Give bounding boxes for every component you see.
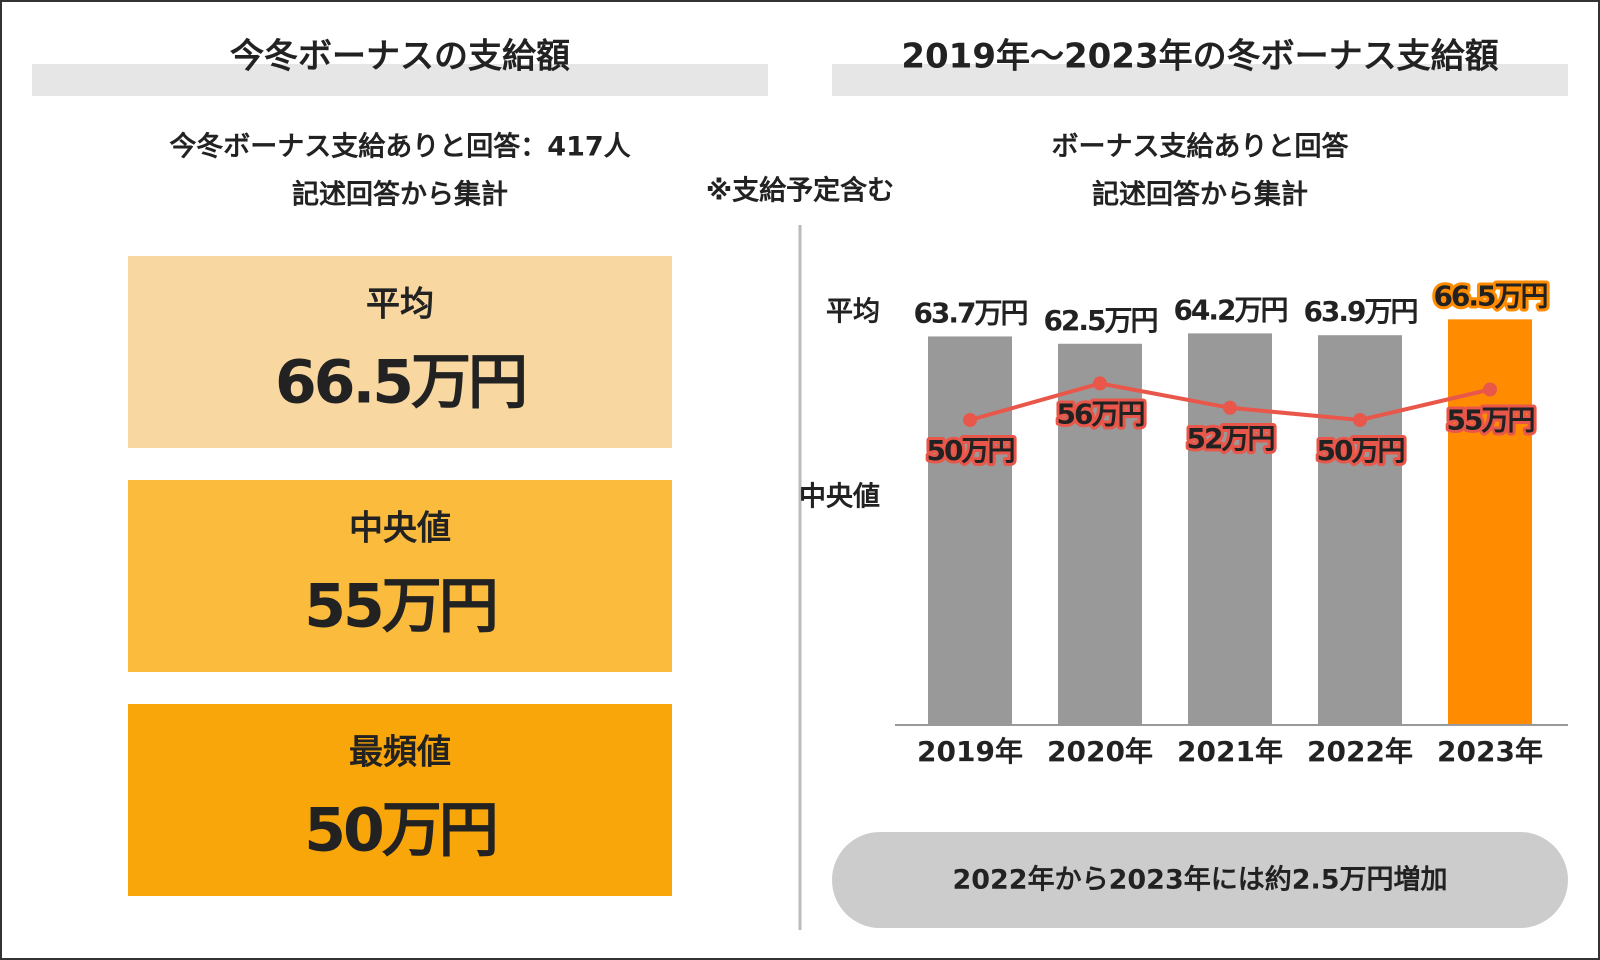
card-value: 55万円 [304, 572, 496, 642]
median-value-label: 50万円 [927, 434, 1015, 467]
x-tick-label: 2020年 [1047, 735, 1153, 768]
left-subtitle: 記述回答から集計 [292, 179, 508, 211]
title-band [832, 64, 1568, 96]
bar-value-label: 63.7万円 [913, 296, 1027, 329]
median-point [1483, 382, 1497, 397]
x-tick-label: 2022年 [1307, 735, 1413, 768]
bar-value-label: 66.5万円 [1433, 279, 1547, 312]
card-label: 最頻値 [349, 733, 451, 773]
chart-subtitle: 記述回答から集計 [1092, 179, 1308, 211]
bar-value-label: 64.2万円 [1173, 293, 1287, 326]
median-value-label: 56万円 [1057, 397, 1145, 430]
card-value: 50万円 [304, 796, 496, 866]
summary-card [128, 256, 672, 448]
title-band [32, 64, 768, 96]
card-label: 中央値 [349, 509, 451, 549]
median-value-label: 52万円 [1187, 422, 1275, 455]
card-label: 平均 [366, 285, 434, 325]
bar [1058, 343, 1142, 725]
bar [1188, 333, 1272, 725]
series-label: 平均 [826, 297, 880, 328]
bar-value-label: 62.5万円 [1043, 304, 1157, 337]
left-title: 今冬ボーナスの支給額 [230, 37, 570, 77]
summary-card [128, 704, 672, 896]
card-value: 66.5万円 [275, 348, 525, 418]
median-point [1223, 400, 1237, 415]
bar [928, 336, 1012, 725]
bar [1448, 319, 1532, 725]
median-point [1093, 376, 1107, 391]
median-point [963, 413, 977, 427]
summary-card [128, 480, 672, 672]
series-label: 中央値 [799, 482, 880, 513]
median-value-label: 50万円 [1317, 434, 1405, 467]
x-tick-label: 2023年 [1437, 735, 1543, 768]
median-point [1353, 413, 1367, 427]
bar [1318, 335, 1402, 725]
x-tick-label: 2021年 [1177, 735, 1283, 768]
annotation: 2022年から2023年には約2.5万円増加 [952, 864, 1447, 896]
median-value-label: 55万円 [1447, 404, 1535, 437]
note: ※支給予定含む [706, 175, 894, 207]
left-subtitle: 今冬ボーナス支給ありと回答：417人 [169, 131, 630, 163]
annotation-pill [832, 832, 1568, 928]
chart-title: 2019年～2023年の冬ボーナス支給額 [901, 37, 1498, 77]
chart-subtitle: ボーナス支給ありと回答 [1052, 131, 1350, 163]
x-tick-label: 2019年 [917, 735, 1023, 768]
bar-value-label: 63.9万円 [1303, 295, 1417, 328]
